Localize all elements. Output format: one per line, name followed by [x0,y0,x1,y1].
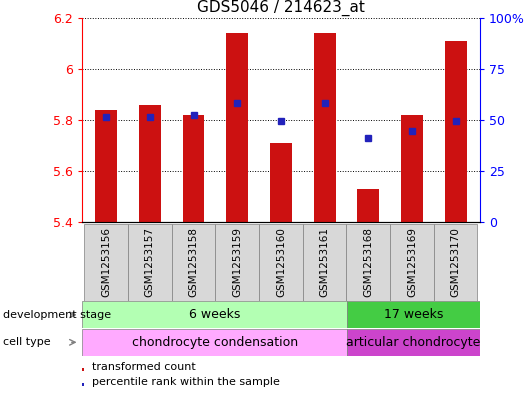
Bar [82,383,84,386]
Bar [82,301,347,328]
Text: 17 weeks: 17 weeks [384,308,443,321]
Bar [303,224,347,301]
Text: GSM1253160: GSM1253160 [276,228,286,297]
Text: percentile rank within the sample: percentile rank within the sample [92,377,279,387]
Text: GSM1253169: GSM1253169 [407,227,417,298]
Bar [82,368,84,371]
Bar [434,224,478,301]
Bar [390,224,434,301]
Text: GSM1253161: GSM1253161 [320,227,330,298]
Text: 6 weeks: 6 weeks [189,308,240,321]
Bar [347,301,480,328]
Bar [259,224,303,301]
Bar [139,105,161,222]
Text: GSM1253156: GSM1253156 [101,227,111,298]
Bar [172,224,215,301]
Bar [357,189,379,222]
Bar [445,40,466,222]
Title: GDS5046 / 214623_at: GDS5046 / 214623_at [197,0,365,17]
Bar [84,224,128,301]
Text: articular chondrocyte: articular chondrocyte [346,336,481,349]
Bar [215,224,259,301]
Bar [82,329,347,356]
Text: GSM1253159: GSM1253159 [232,227,242,298]
Bar [401,115,423,222]
Bar [347,329,480,356]
Text: GSM1253157: GSM1253157 [145,227,155,298]
Text: GSM1253170: GSM1253170 [450,228,461,297]
Bar [270,143,292,222]
Text: GSM1253158: GSM1253158 [189,227,199,298]
Bar [226,33,248,222]
Bar [183,115,205,222]
Bar [128,224,172,301]
Bar [347,224,390,301]
Text: chondrocyte condensation: chondrocyte condensation [131,336,298,349]
Text: GSM1253168: GSM1253168 [363,227,373,298]
Text: development stage: development stage [3,310,111,320]
Text: cell type: cell type [3,337,50,347]
Text: transformed count: transformed count [92,362,196,372]
Bar [95,110,117,222]
Bar [314,33,335,222]
